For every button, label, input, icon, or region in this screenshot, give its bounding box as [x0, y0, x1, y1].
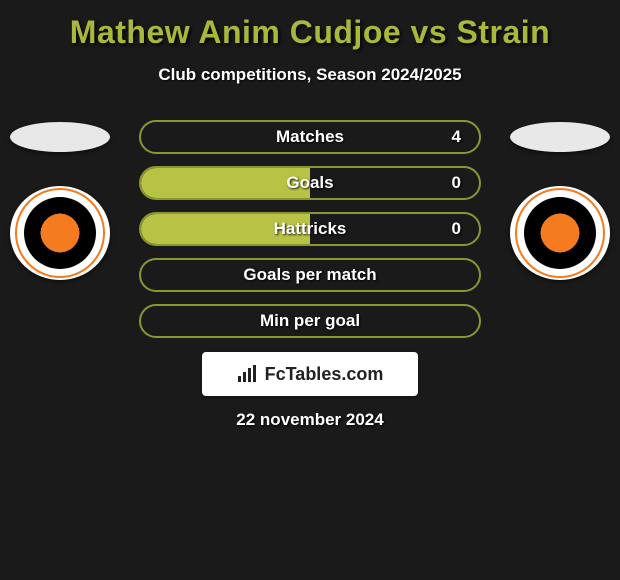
stat-row: Matches 4 [139, 120, 481, 154]
stat-label: Matches [276, 127, 344, 147]
stat-row: Goals 0 [139, 166, 481, 200]
snapshot-date: 22 november 2024 [236, 410, 383, 430]
stat-row: Min per goal [139, 304, 481, 338]
right-player-column [510, 122, 610, 280]
stat-right-value: 0 [452, 219, 461, 239]
stat-row: Goals per match [139, 258, 481, 292]
right-player-avatar-placeholder [510, 122, 610, 152]
brand-badge[interactable]: FcTables.com [202, 352, 418, 396]
stat-right-value: 0 [452, 173, 461, 193]
left-player-column [10, 122, 110, 280]
stat-label: Goals [286, 173, 333, 193]
stat-fill-bar [141, 168, 310, 198]
bars-icon [237, 365, 259, 383]
left-club-badge [10, 186, 110, 280]
stat-label: Hattricks [274, 219, 347, 239]
stats-list: Matches 4 Goals 0 Hattricks 0 Goals per match M… [139, 120, 481, 338]
comparison-subtitle: Club competitions, Season 2024/2025 [0, 65, 620, 85]
dundee-united-crest-icon [524, 197, 596, 269]
comparison-title: Mathew Anim Cudjoe vs Strain [0, 0, 620, 51]
right-club-badge [510, 186, 610, 280]
stat-label: Min per goal [260, 311, 360, 331]
stat-row: Hattricks 0 [139, 212, 481, 246]
stat-right-value: 4 [452, 127, 461, 147]
left-player-avatar-placeholder [10, 122, 110, 152]
stat-label: Goals per match [243, 265, 376, 285]
brand-text: FcTables.com [265, 364, 384, 385]
dundee-united-crest-icon [24, 197, 96, 269]
